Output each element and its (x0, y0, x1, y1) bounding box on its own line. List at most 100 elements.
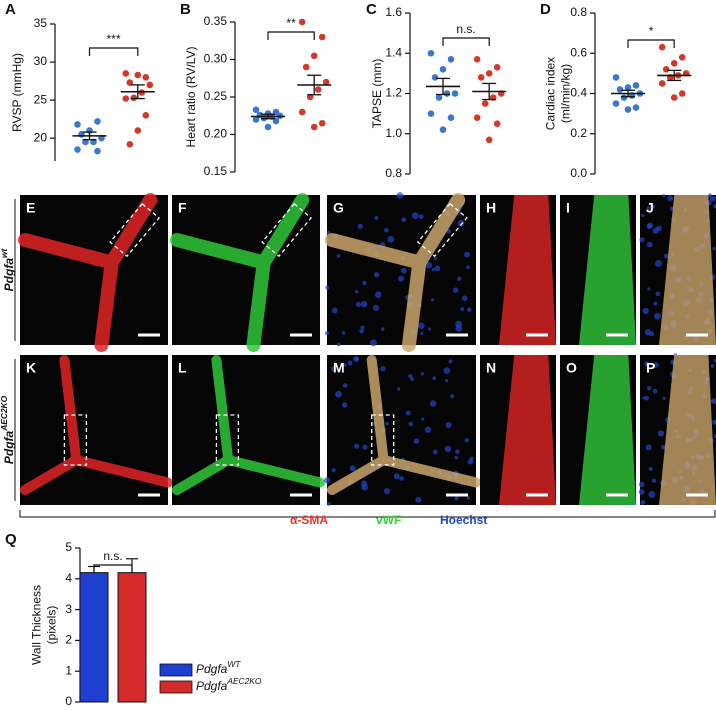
zoom-box (371, 414, 395, 466)
nuclei (361, 483, 368, 491)
nuclei (711, 398, 716, 405)
nuclei (457, 219, 465, 227)
vessel (170, 193, 310, 352)
data-point (146, 81, 154, 89)
data-point (94, 118, 101, 125)
nuclei (374, 291, 382, 299)
data-point (439, 66, 447, 73)
image-letter: I (566, 200, 570, 216)
nuclei (651, 478, 657, 483)
nuclei (642, 307, 649, 315)
nuclei (410, 377, 415, 382)
nuclei (405, 410, 411, 416)
row-label: Pdgfawt (0, 247, 16, 291)
y-tick-label: 0.2 (570, 126, 587, 140)
data-point (439, 126, 447, 134)
nuclei (373, 272, 380, 278)
data-point (310, 52, 318, 60)
nuclei (324, 331, 330, 336)
row-label-base: Pdgfa (2, 258, 16, 292)
y-tick-label: 1.0 (385, 126, 402, 140)
nuclei (362, 444, 368, 450)
data-point (493, 120, 501, 127)
nuclei (662, 396, 666, 401)
nuclei (374, 215, 379, 220)
nuclei (384, 227, 389, 233)
vessel-closeup (499, 355, 556, 505)
image-panel: L (172, 355, 325, 505)
nuclei (418, 214, 424, 220)
nuclei (454, 455, 458, 460)
nuclei (648, 466, 653, 472)
data-point (473, 55, 481, 63)
data-point (632, 104, 640, 111)
data-point (322, 78, 330, 86)
nuclei (420, 331, 424, 335)
data-point (447, 55, 455, 63)
significance-bracket (627, 39, 675, 48)
nuclei (638, 488, 645, 495)
nuclei (393, 473, 400, 480)
nuclei (413, 438, 420, 444)
stain-label: Hoechst (440, 513, 487, 527)
y-tick-label: 20 (34, 130, 48, 144)
data-point (314, 86, 322, 93)
nuclei (708, 193, 712, 197)
y-tick-label: 3 (65, 602, 72, 616)
nuclei (647, 287, 651, 291)
image-letter: H (486, 200, 496, 216)
data-point (298, 18, 306, 26)
data-point (264, 123, 272, 131)
image-panel: J (639, 193, 716, 345)
nuclei (336, 254, 341, 258)
panel-letter: Q (5, 531, 17, 548)
image-letter: O (566, 360, 577, 376)
data-point (431, 74, 439, 81)
nuclei (663, 253, 669, 259)
data-point (122, 95, 130, 102)
nuclei (712, 247, 716, 251)
nuclei (639, 237, 645, 243)
data-point (632, 82, 640, 89)
nuclei (461, 295, 468, 302)
significance-bracket (93, 564, 133, 573)
nuclei (343, 363, 347, 367)
bar (117, 572, 147, 703)
vessel (20, 355, 173, 495)
stain-label: α-SMA (290, 513, 328, 527)
significance-label: * (649, 24, 654, 38)
legend-label-base: Pdgfa (196, 679, 228, 693)
data-point (658, 80, 666, 87)
image-letter: E (26, 200, 35, 216)
legend-label-sup: WT (227, 659, 241, 669)
nuclei (445, 421, 452, 429)
image-panel: N (480, 355, 556, 505)
nuclei (427, 327, 432, 331)
y-axis-label: Cardiac index (544, 57, 558, 130)
image-panel: I (560, 195, 636, 345)
nuclei (656, 225, 662, 232)
stain-bracket (19, 510, 716, 518)
nuclei (408, 421, 414, 427)
data-point (473, 114, 481, 121)
nuclei (464, 251, 470, 258)
image-letter: F (178, 200, 187, 216)
nuclei (412, 212, 419, 220)
legend-label: PdgfaWT (196, 659, 241, 676)
data-point (130, 94, 138, 102)
nuclei (429, 400, 437, 407)
y-tick-label: 5 (65, 540, 72, 554)
nuclei (341, 331, 346, 335)
nuclei (466, 265, 470, 270)
nuclei (455, 449, 460, 454)
nuclei (397, 387, 401, 391)
nuclei (331, 468, 336, 473)
nuclei (323, 477, 331, 484)
nuclei (713, 434, 716, 438)
nuclei (326, 502, 331, 506)
nuclei (417, 322, 425, 330)
nuclei (424, 426, 432, 434)
significance-label: n.s. (103, 549, 122, 563)
nuclei (464, 438, 469, 443)
